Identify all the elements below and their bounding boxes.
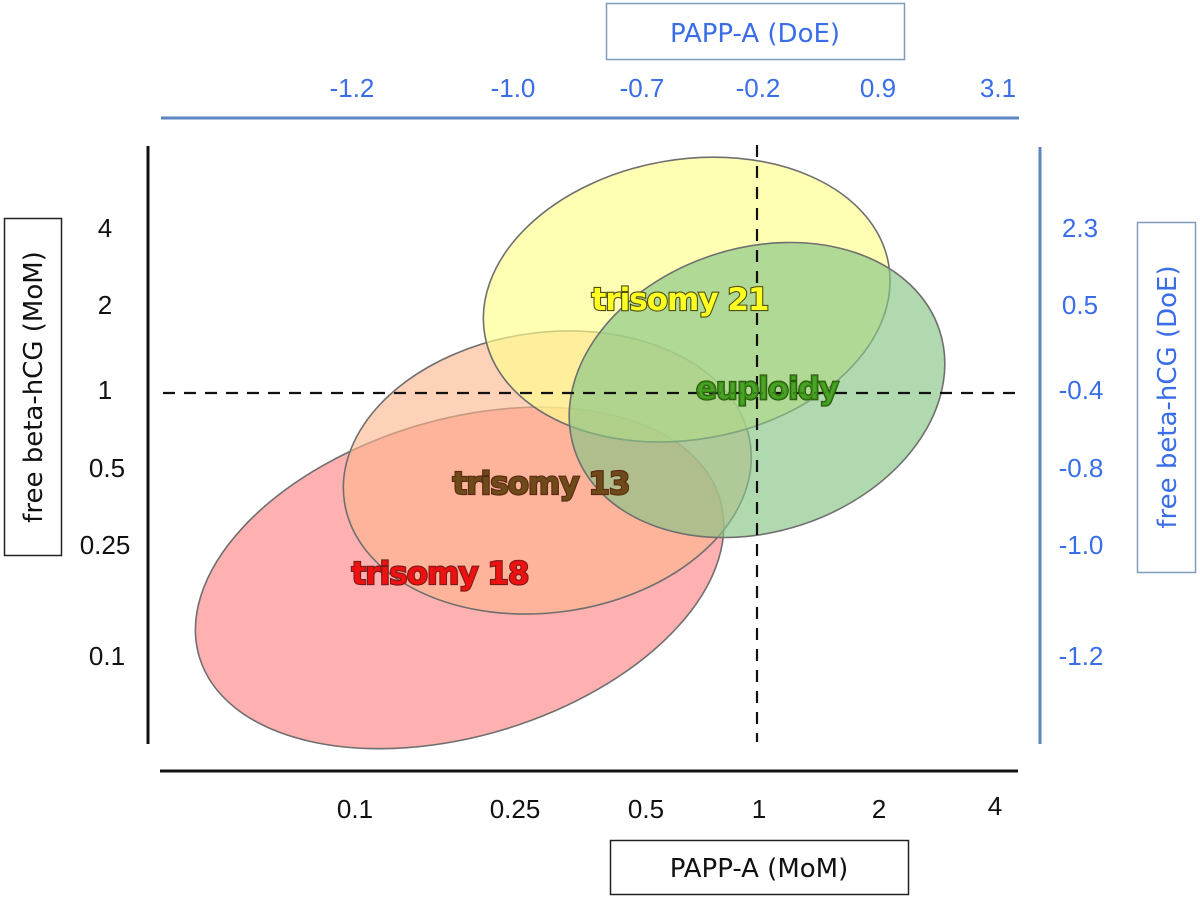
right-tick-label: 0.5 xyxy=(1062,290,1098,320)
left-tick-label: 1 xyxy=(98,375,112,405)
right-tick-label: -1.0 xyxy=(1059,530,1104,560)
left-tick-label: 2 xyxy=(98,290,112,320)
right-tick-label: -1.2 xyxy=(1059,641,1104,671)
region-label-euploidy: euploidy xyxy=(696,371,839,407)
bottom-tick-labels: 0.1 0.25 0.5 1 2 4 xyxy=(337,791,1002,824)
left-axis-title-text: free beta-hCG (MoM) xyxy=(19,251,49,523)
region-ellipse-euploidy xyxy=(568,241,946,539)
left-tick-label: 0.1 xyxy=(89,641,125,671)
top-tick-label: 3.1 xyxy=(980,73,1016,103)
region-label-trisomy-21: trisomy 21 xyxy=(592,282,769,318)
left-tick-labels: 4 2 1 0.5 0.25 0.1 xyxy=(80,213,131,671)
bottom-tick-label: 2 xyxy=(872,794,886,824)
region-ellipses xyxy=(194,156,946,750)
left-tick-label: 4 xyxy=(98,213,112,243)
top-axis-title-box xyxy=(605,2,906,61)
region-label-trisomy-18: trisomy 18 xyxy=(352,556,529,592)
right-tick-label: -0.8 xyxy=(1059,453,1104,483)
reference-lines xyxy=(163,145,1023,742)
right-axis-title-text: free beta-hCG (DoE) xyxy=(1153,265,1183,528)
bottom-tick-label: 4 xyxy=(988,791,1002,821)
bottom-axis-title-box xyxy=(609,839,910,896)
right-axis-title-box xyxy=(1136,221,1197,574)
bottom-tick-label: 1 xyxy=(752,794,766,824)
bottom-axis-title: PAPP-A (MoM) xyxy=(609,839,910,896)
bottom-tick-label: 0.1 xyxy=(337,794,373,824)
right-axis-title: free beta-hCG (DoE) xyxy=(1136,221,1197,574)
right-tick-labels: 2.3 0.5 -0.4 -0.8 -1.0 -1.2 xyxy=(1059,213,1104,671)
top-tick-labels: -1.2 -1.0 -0.7 -0.2 0.9 3.1 xyxy=(330,73,1016,103)
top-tick-label: -1.2 xyxy=(330,73,375,103)
bottom-axis-title-text: PAPP-A (MoM) xyxy=(670,854,849,884)
top-tick-label: 0.9 xyxy=(860,73,896,103)
right-tick-label: -0.4 xyxy=(1059,375,1104,405)
region-labels: trisomy 18 trisomy 13 trisomy 21 euploidy xyxy=(350,281,841,593)
left-axis-title: free beta-hCG (MoM) xyxy=(3,217,63,557)
left-tick-label: 0.5 xyxy=(89,453,125,483)
bottom-tick-label: 0.5 xyxy=(628,794,664,824)
top-axis-title: PAPP-A (DoE) xyxy=(605,2,906,61)
left-axis-title-box xyxy=(3,217,63,557)
region-label-trisomy-13: trisomy 13 xyxy=(453,466,630,502)
right-tick-label: 2.3 xyxy=(1062,213,1098,243)
top-tick-label: -1.0 xyxy=(491,73,536,103)
top-tick-label: -0.7 xyxy=(620,73,665,103)
top-axis-title-text: PAPP-A (DoE) xyxy=(670,19,840,49)
top-tick-label: -0.2 xyxy=(736,73,781,103)
left-tick-label: 0.25 xyxy=(80,530,131,560)
bottom-tick-label: 0.25 xyxy=(490,794,541,824)
